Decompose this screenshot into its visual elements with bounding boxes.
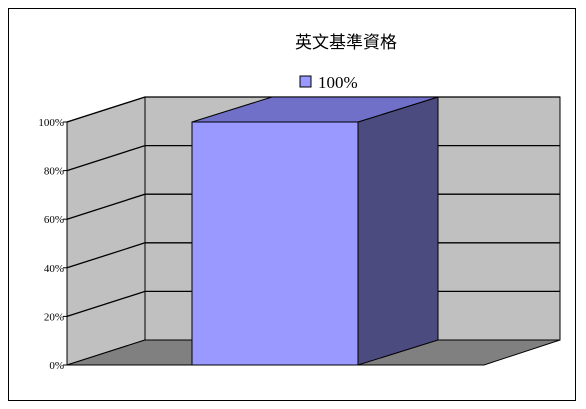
bar-side	[357, 96, 439, 366]
legend: 100%	[299, 73, 358, 92]
y-tick-label: 80%	[44, 166, 64, 178]
y-tick-label: 40%	[44, 263, 64, 275]
side-wall	[66, 96, 146, 366]
legend-label: 100%	[318, 73, 358, 92]
bar-front	[191, 121, 359, 366]
y-tick-label: 0%	[49, 360, 64, 372]
legend-swatch	[299, 75, 312, 88]
y-tick-label: 60%	[44, 214, 64, 226]
y-tick-label: 100%	[38, 117, 64, 129]
bars	[191, 96, 439, 366]
chart-title: 英文基準資格	[295, 33, 397, 53]
y-tick-label: 20%	[44, 311, 64, 323]
y-axis-ticks: 0% 20% 40% 60% 80% 100%	[38, 117, 67, 372]
